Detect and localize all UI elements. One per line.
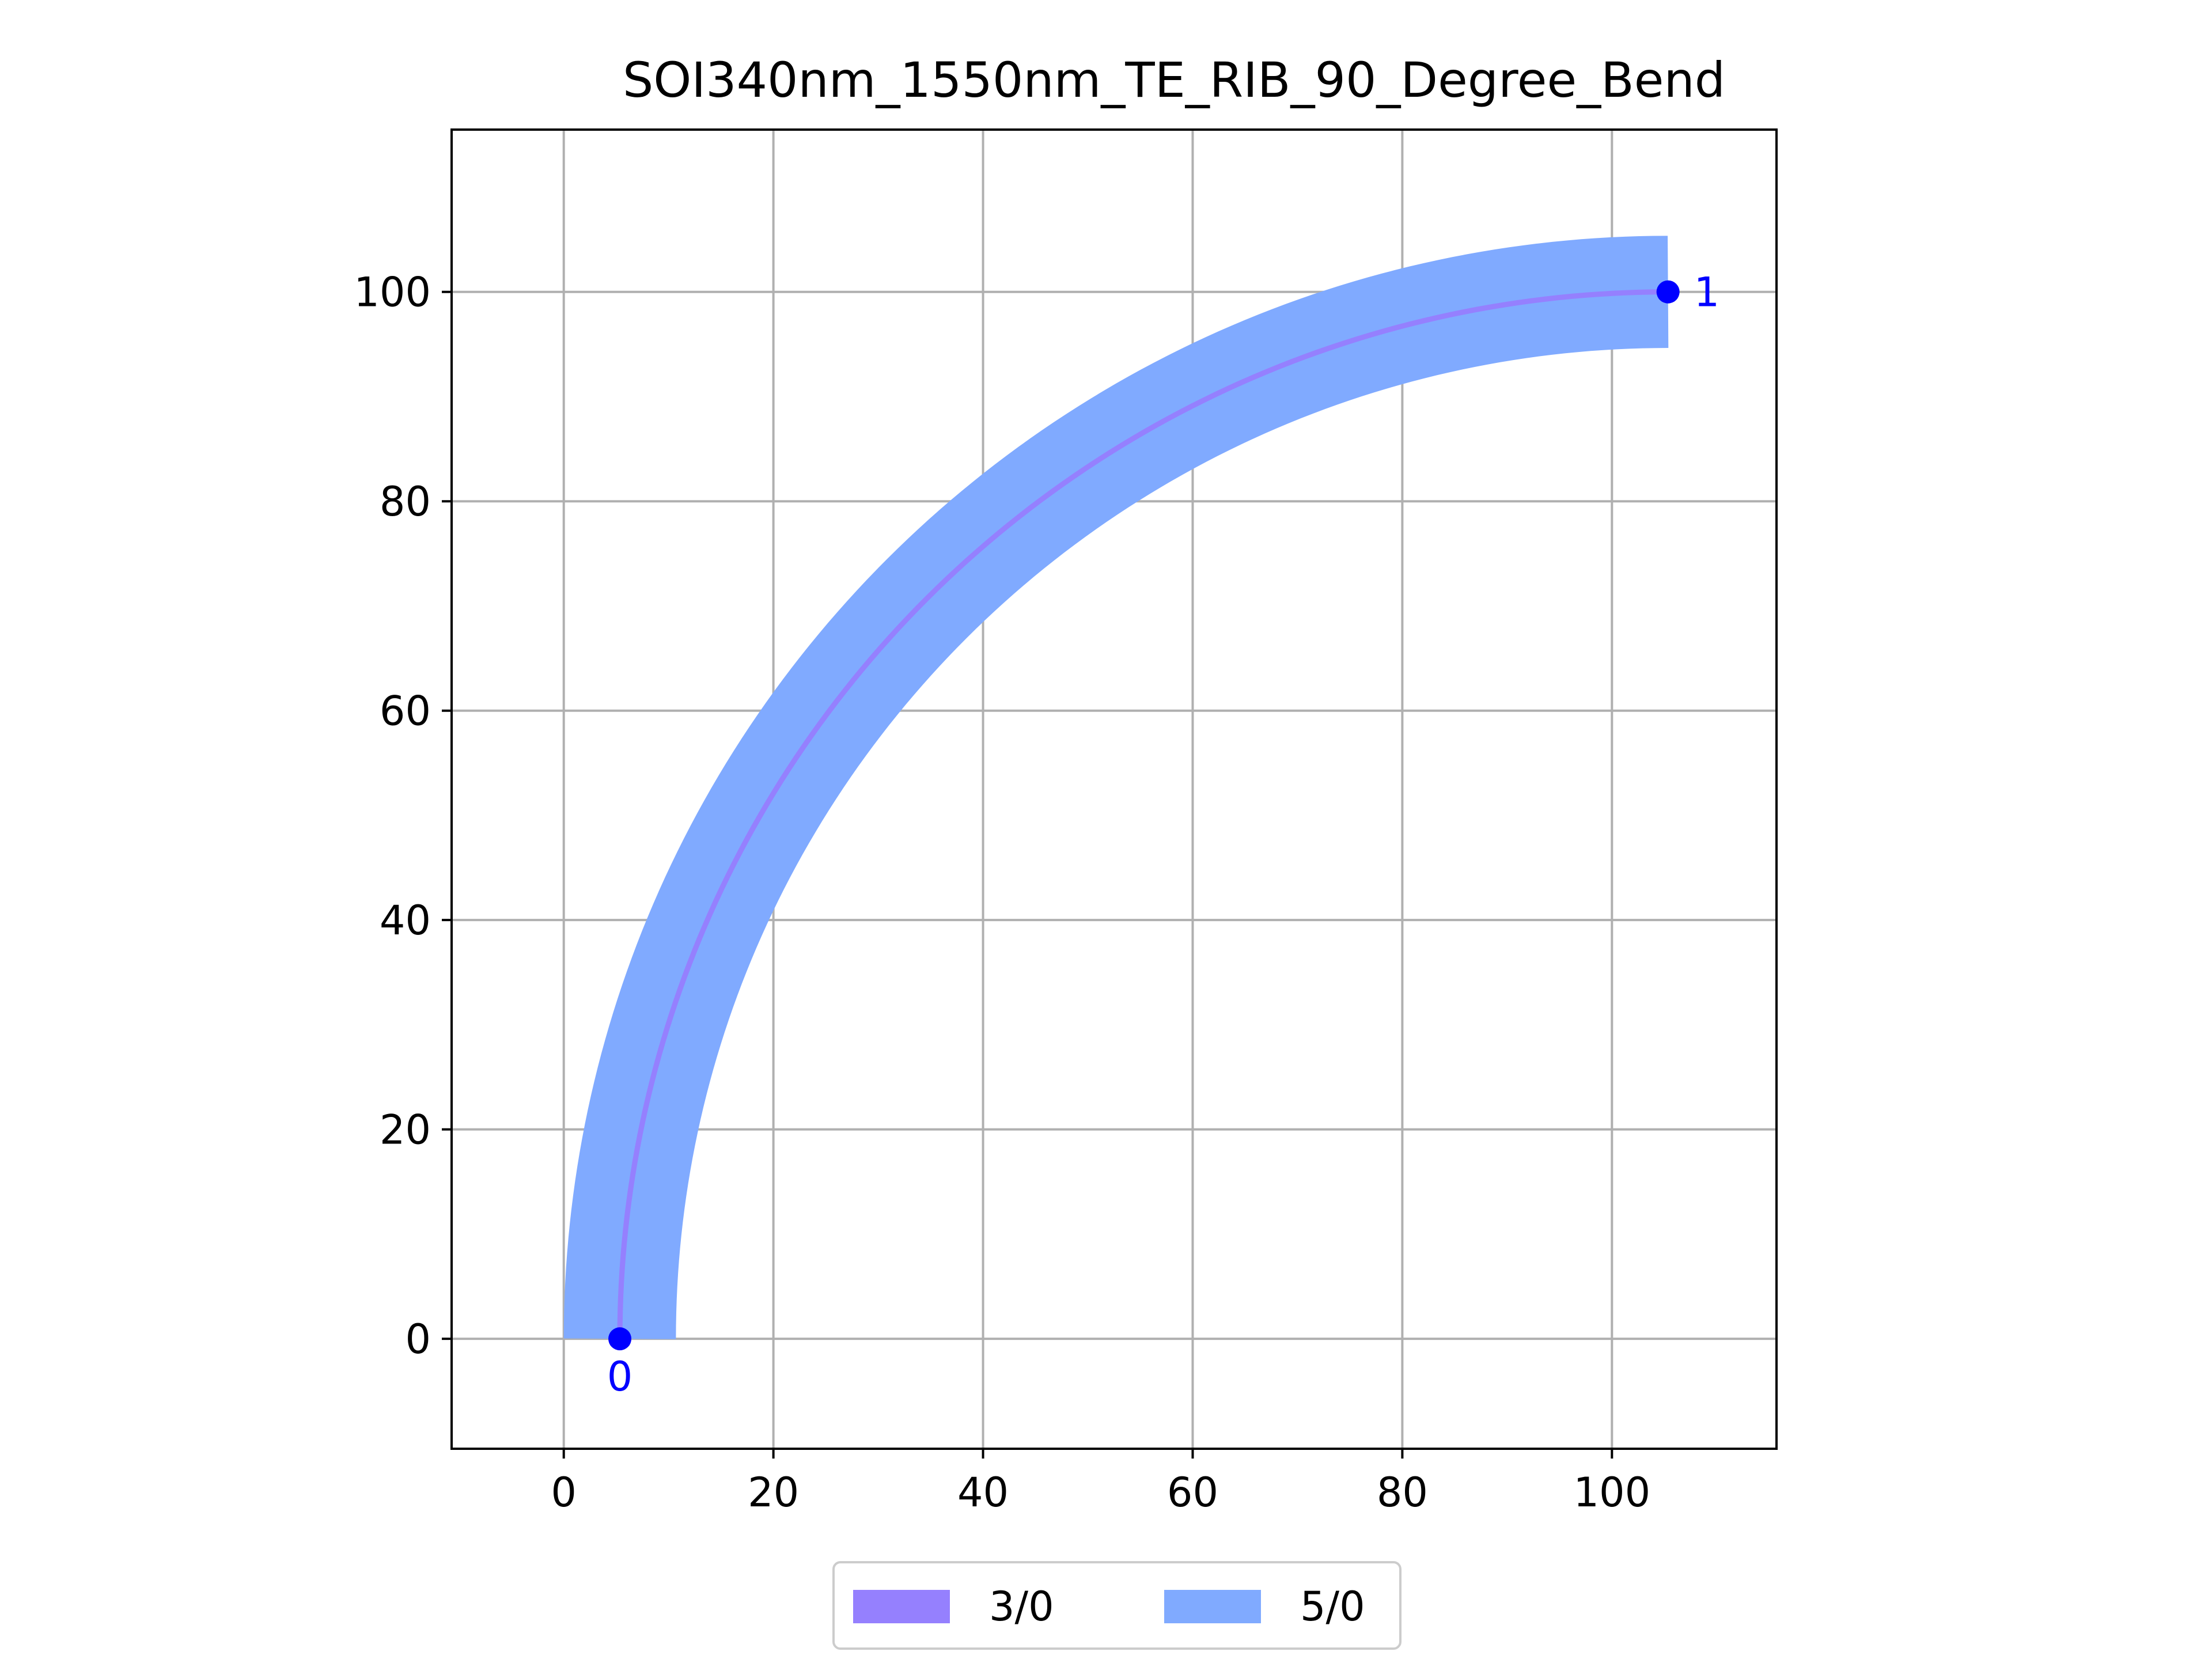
y-tick-label: 0 [405,1316,431,1363]
y-tick-label: 80 [380,478,431,525]
legend-entry-label: 5/0 [1300,1583,1365,1630]
y-tick-label: 100 [354,269,431,316]
plot-area [563,236,1711,1381]
ports: 01 [607,269,1719,1400]
plot-frame [450,128,1778,1450]
y-tick-label: 40 [380,897,431,944]
layer-5-0-path [563,236,1711,1381]
port-1-label: 1 [1694,269,1720,316]
x-tick-label: 40 [957,1469,1009,1516]
port-1-marker [1656,280,1680,304]
chart-title: SOI340nm_1550nm_TE_RIB_90_Degree_Bend [623,52,1725,108]
port-0-marker [608,1327,632,1351]
x-tick-label: 60 [1167,1469,1218,1516]
y-tick-label: 60 [380,688,431,735]
legend-swatch [853,1590,950,1623]
x-tick-label: 0 [551,1469,577,1516]
legend-swatch [1164,1590,1261,1623]
x-tick-label: 80 [1377,1469,1428,1516]
legend-frame [832,1561,1402,1650]
axes: 0 20 40 60 80 100 0 20 40 60 80 100 [354,269,1650,1516]
legend-entry-label: 3/0 [989,1583,1054,1630]
port-0-label: 0 [607,1353,633,1400]
y-tick-label: 20 [380,1107,431,1154]
legend: 3/0 5/0 [832,1561,1402,1650]
x-tick-label: 100 [1574,1469,1651,1516]
x-tick-label: 20 [748,1469,799,1516]
layer-3-0-path [617,289,1668,1339]
